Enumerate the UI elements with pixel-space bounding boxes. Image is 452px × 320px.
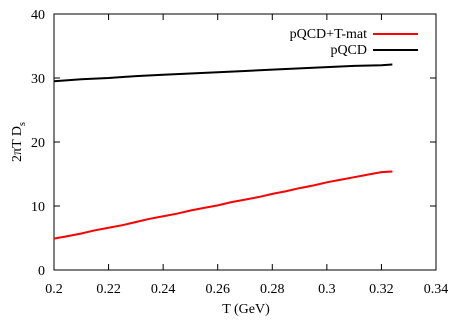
- legend-label-pqcd-tmat: pQCD+T-mat: [290, 27, 367, 42]
- plot-area: [53, 13, 437, 271]
- x-tick-label: 0.3: [318, 282, 336, 297]
- y-tick-label: 0: [38, 264, 45, 279]
- y-axis-title-main: 2πT D: [10, 126, 25, 162]
- y-axis-ticks: 0 10 20 30 40: [31, 8, 436, 279]
- y-tick-label: 40: [31, 8, 45, 23]
- x-axis-title: T (GeV): [222, 302, 270, 317]
- legend-label-pqcd: pQCD: [330, 43, 367, 58]
- x-tick-label: 0.34: [424, 282, 449, 297]
- series-layer: [53, 63, 393, 240]
- x-tick-label: 0.22: [96, 282, 121, 297]
- x-tick-label: 0.28: [260, 282, 285, 297]
- series-line-1: [53, 63, 393, 83]
- series-line-0: [53, 170, 393, 240]
- x-tick-label: 0.2: [45, 282, 63, 297]
- y-tick-label: 20: [31, 136, 45, 151]
- plot-frame: [53, 13, 437, 271]
- y-tick-label: 30: [31, 72, 45, 87]
- legend: pQCD+T-mat pQCD: [290, 27, 418, 58]
- y-axis-title-subscript: s: [17, 122, 28, 126]
- x-axis-ticks: 0.2 0.22 0.24 0.26 0.28 0.3 0.32 0.34: [45, 14, 448, 297]
- y-tick-label: 10: [31, 200, 45, 215]
- x-tick-label: 0.26: [205, 282, 230, 297]
- x-tick-label: 0.24: [151, 282, 176, 297]
- x-tick-label: 0.32: [369, 282, 394, 297]
- y-axis-title: 2πT Ds: [10, 122, 28, 162]
